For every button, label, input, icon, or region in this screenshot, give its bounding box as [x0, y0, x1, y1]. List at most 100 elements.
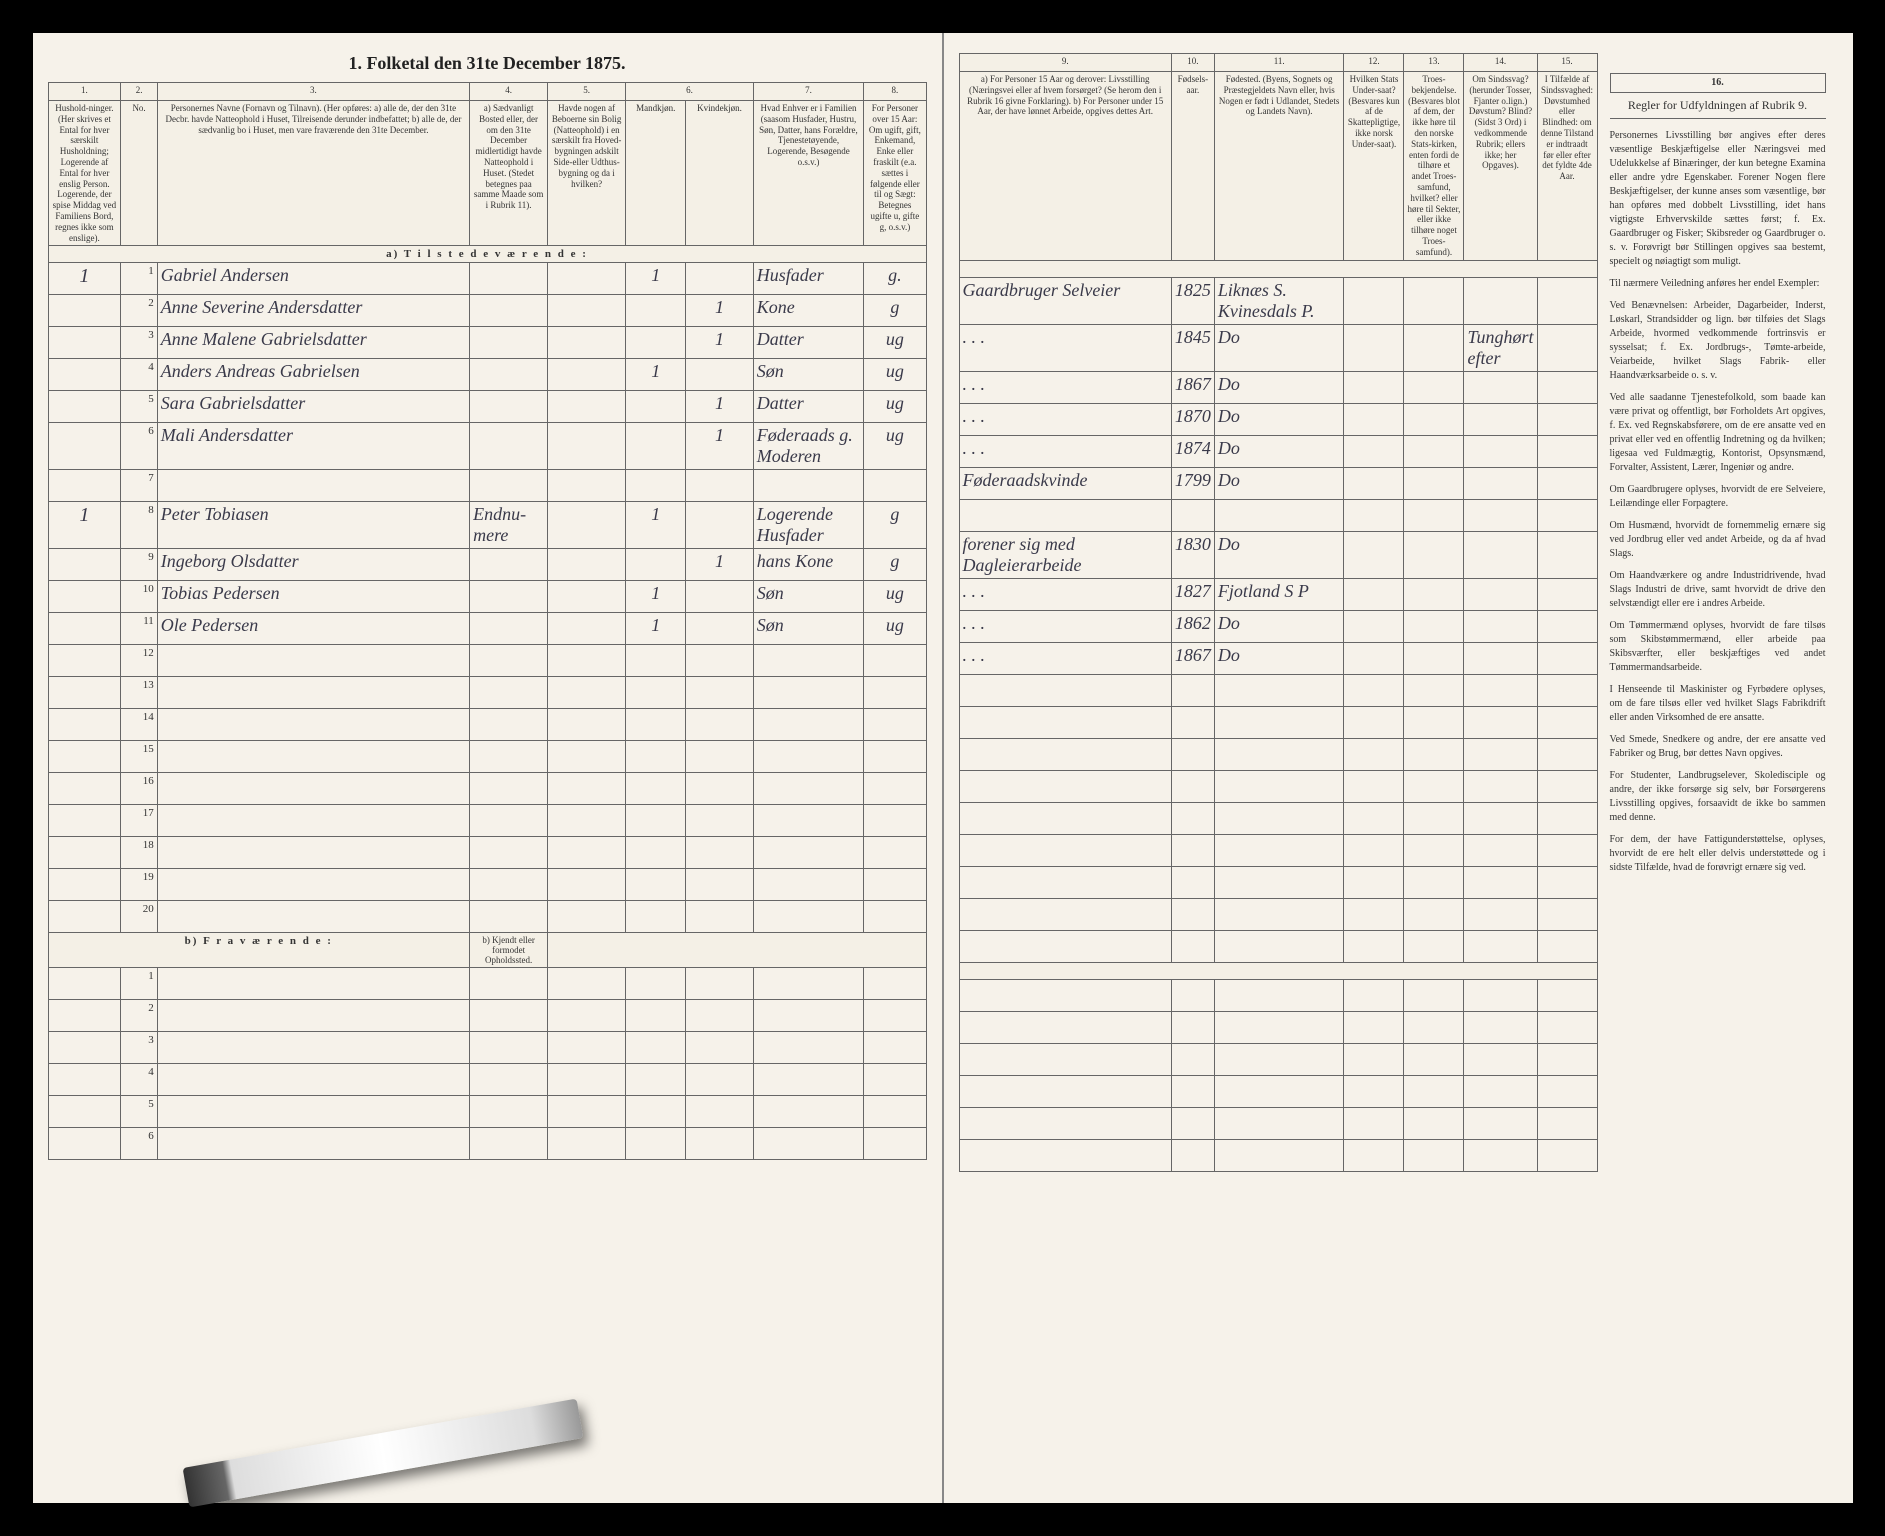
table-row	[959, 770, 1597, 802]
table-row	[959, 1139, 1597, 1171]
table-row: 9Ingeborg Olsdatter1hans Koneg	[48, 549, 926, 581]
census-table-right: 9. 10. 11. 12. 13. 14. 15. a) For Person…	[959, 53, 1598, 1172]
table-row: 13	[48, 677, 926, 709]
census-ledger: 1. Folketal den 31te December 1875. 1. 2…	[33, 33, 1853, 1503]
census-table-left: 1. 2. 3. 4. 5. 6. 7. 8. Hushold-ninger. …	[48, 82, 927, 1160]
table-row: 2Anne Severine Andersdatter1Koneg	[48, 295, 926, 327]
rules-column: 16. Regler for Udfyldningen af Rubrik 9.…	[1598, 53, 1838, 1483]
table-row: 16	[48, 773, 926, 805]
rules-p9: I Henseende til Maskinister og Fyrbødere…	[1610, 683, 1826, 725]
h6b: Kvindekjøn.	[686, 101, 753, 246]
table-row: 7	[48, 470, 926, 502]
table-row: 11Gabriel Andersen1Husfaderg.	[48, 263, 926, 295]
table-row: 1	[48, 968, 926, 1000]
h5: Havde nogen af Beboerne sin Bolig (Natte…	[548, 101, 626, 246]
col-14: 14.	[1464, 54, 1537, 72]
table-row: 3Anne Malene Gabrielsdatter1Datterug	[48, 327, 926, 359]
col-1: 1.	[48, 83, 121, 101]
col-9: 9.	[959, 54, 1171, 72]
table-row: 20	[48, 901, 926, 933]
table-row: 17	[48, 805, 926, 837]
col-16: 16.	[1610, 73, 1826, 93]
table-row: . . .1867Do	[959, 371, 1597, 403]
rules-p4: Ved alle saadanne Tjenestefolkold, som b…	[1610, 391, 1826, 475]
table-row: 3	[48, 1032, 926, 1064]
table-row: 11Ole Pedersen1Sønug	[48, 613, 926, 645]
rules-p2: Til nærmere Veiledning anføres her endel…	[1610, 277, 1826, 291]
table-row	[959, 930, 1597, 962]
h2: No.	[121, 101, 157, 246]
col-2: 2.	[121, 83, 157, 101]
left-page: 1. Folketal den 31te December 1875. 1. 2…	[33, 33, 944, 1503]
table-row: . . .1867Do	[959, 642, 1597, 674]
table-row	[959, 834, 1597, 866]
table-row: . . .1874Do	[959, 435, 1597, 467]
h14: Om Sindssvag? (herunder Tosser, Fjanter …	[1464, 72, 1537, 261]
rules-p8: Om Tømmermænd oplyses, hvorvidt de fare …	[1610, 619, 1826, 675]
col-13: 13.	[1404, 54, 1464, 72]
rules-p5: Om Gaardbrugere oplyses, hvorvidt de ere…	[1610, 483, 1826, 511]
table-row	[959, 674, 1597, 706]
h9: a) For Personer 15 Aar og derover: Livss…	[959, 72, 1171, 261]
table-row: 18	[48, 837, 926, 869]
h12: Hvilken Stats Under-saat? (Besvares kun …	[1344, 72, 1404, 261]
right-page: 9. 10. 11. 12. 13. 14. 15. a) For Person…	[944, 33, 1853, 1503]
table-row	[959, 1107, 1597, 1139]
rules-title: Regler for Udfyldningen af Rubrik 9.	[1610, 97, 1826, 119]
col-8: 8.	[864, 83, 926, 101]
table-row: 14	[48, 709, 926, 741]
table-row: 4	[48, 1064, 926, 1096]
table-row	[959, 499, 1597, 531]
page-title: 1. Folketal den 31te December 1875.	[48, 53, 927, 74]
col-4: 4.	[470, 83, 548, 101]
table-row	[959, 979, 1597, 1011]
rules-p3: Ved Benævnelsen: Arbeider, Dagarbeider, …	[1610, 299, 1826, 383]
h7: Hvad Enhver er i Familien (saasom Husfad…	[753, 101, 864, 246]
h15: I Tilfælde af Sindssvaghed: Døvstumhed e…	[1537, 72, 1597, 261]
table-row	[959, 1011, 1597, 1043]
rules-p11: For Studenter, Landbrugselever, Skoledis…	[1610, 769, 1826, 825]
section-a: a) T i l s t e d e v æ r e n d e :	[48, 246, 926, 263]
table-row: 5Sara Gabrielsdatter1Datterug	[48, 391, 926, 423]
col-3: 3.	[157, 83, 469, 101]
col-11: 11.	[1214, 54, 1344, 72]
section-b-c4: b) Kjendt eller formodet Opholdssted.	[470, 933, 548, 968]
table-row: . . .1870Do	[959, 403, 1597, 435]
h1: Hushold-ninger. (Her skrives et Ental fo…	[48, 101, 121, 246]
table-row: 6	[48, 1128, 926, 1160]
table-row	[959, 706, 1597, 738]
table-row: 18Peter TobiasenEndnu-mere1Logerende Hus…	[48, 502, 926, 549]
h3: Personernes Navne (Fornavn og Tilnavn). …	[157, 101, 469, 246]
table-row: . . .1845DoTunghørt efter	[959, 324, 1597, 371]
table-row: 19	[48, 869, 926, 901]
table-row: 2	[48, 1000, 926, 1032]
col-5: 5.	[548, 83, 626, 101]
table-row	[959, 866, 1597, 898]
section-b: b) F r a v æ r e n d e :	[48, 933, 470, 968]
table-row	[959, 1043, 1597, 1075]
col-12: 12.	[1344, 54, 1404, 72]
table-row	[959, 898, 1597, 930]
rules-p12: For dem, der have Fattigunderstøttelse, …	[1610, 833, 1826, 875]
rules-p10: Ved Smede, Snedkere og andre, der ere an…	[1610, 733, 1826, 761]
h6a: Mandkjøn.	[626, 101, 686, 246]
col-10: 10.	[1171, 54, 1214, 72]
h10: Fødsels-aar.	[1171, 72, 1214, 261]
col-15: 15.	[1537, 54, 1597, 72]
h13: Troes-bekjendelse. (Besvares blot af dem…	[1404, 72, 1464, 261]
table-row: Føderaadskvinde1799Do	[959, 467, 1597, 499]
table-row: 6Mali Andersdatter1Føderaads g. Moderenu…	[48, 423, 926, 470]
table-row: 5	[48, 1096, 926, 1128]
h8: For Personer over 15 Aar: Om ugift, gift…	[864, 101, 926, 246]
h4: a) Sædvanligt Bosted eller, der om den 3…	[470, 101, 548, 246]
table-row	[959, 802, 1597, 834]
table-row: 12	[48, 645, 926, 677]
col-7: 7.	[753, 83, 864, 101]
table-row: forener sig med Dagleierarbeide1830Do	[959, 531, 1597, 578]
table-row: 4Anders Andreas Gabrielsen1Sønug	[48, 359, 926, 391]
h11: Fødested. (Byens, Sognets og Præstegjeld…	[1214, 72, 1344, 261]
table-row	[959, 738, 1597, 770]
table-row: . . .1827Fjotland S P	[959, 578, 1597, 610]
col-6: 6.	[626, 83, 754, 101]
table-row	[959, 1075, 1597, 1107]
